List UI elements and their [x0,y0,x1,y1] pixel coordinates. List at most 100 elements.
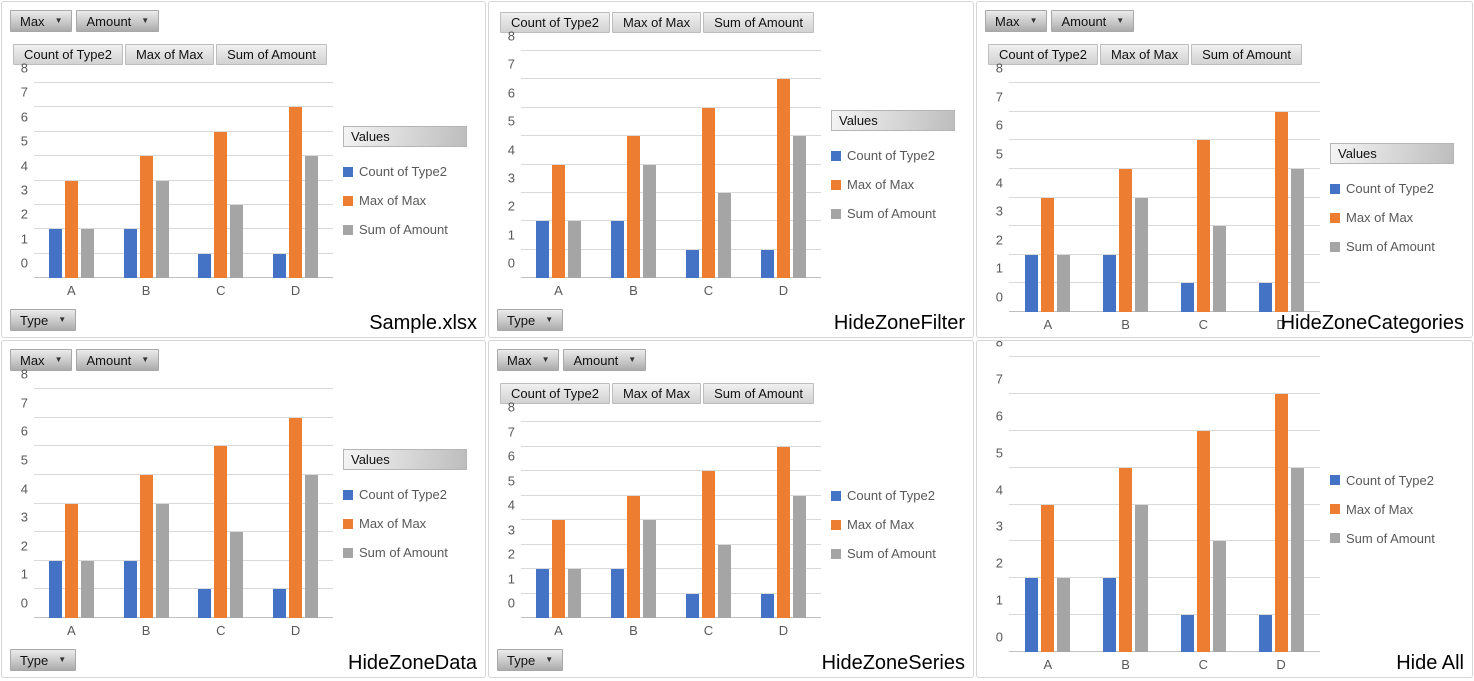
bar-max-of-max-a[interactable] [552,164,565,278]
bar-sum-of-amount-c[interactable] [1212,541,1226,652]
bar-max-of-max-a[interactable] [1041,197,1055,312]
bar-sum-of-amount-b[interactable] [643,164,656,278]
bar-count-of-type2-d[interactable] [1258,283,1272,312]
bar-sum-of-amount-c[interactable] [718,544,731,618]
bar-max-of-max-d[interactable] [777,79,790,278]
bar-sum-of-amount-a[interactable] [80,560,94,618]
bar-max-of-max-d[interactable] [289,107,303,278]
field-button-max-of-max[interactable]: Max of Max [124,44,215,65]
bar-count-of-type2-b[interactable] [611,221,624,278]
bar-max-of-max-a[interactable] [64,503,78,618]
filter-button-amount[interactable]: Amount ▼ [76,349,160,371]
bar-max-of-max-c[interactable] [1196,430,1210,652]
bar-sum-of-amount-b[interactable] [155,503,169,618]
filter-button-max[interactable]: Max ▼ [497,349,560,371]
field-button-count-of-type2[interactable]: Count of Type2 [500,383,610,404]
bar-count-of-type2-a[interactable] [48,229,62,278]
values-field-button[interactable]: Values [343,126,467,147]
bar-sum-of-amount-d[interactable] [1290,168,1304,312]
bar-sum-of-amount-d[interactable] [305,474,319,618]
filter-button-amount[interactable]: Amount ▼ [1051,10,1135,32]
values-field-button[interactable]: Values [343,449,467,470]
bar-count-of-type2-c[interactable] [686,249,699,278]
bar-count-of-type2-b[interactable] [123,560,137,618]
bar-count-of-type2-a[interactable] [536,221,549,278]
bar-count-of-type2-b[interactable] [1103,578,1117,652]
bar-count-of-type2-a[interactable] [536,569,549,618]
bar-sum-of-amount-b[interactable] [155,180,169,278]
bar-sum-of-amount-a[interactable] [80,229,94,278]
bar-count-of-type2-d[interactable] [1258,615,1272,652]
bar-max-of-max-a[interactable] [64,180,78,278]
field-button-max-of-max[interactable]: Max of Max [611,383,702,404]
axis-field-button-type[interactable]: Type ▼ [10,649,77,671]
bar-sum-of-amount-c[interactable] [1212,226,1226,312]
bar-count-of-type2-d[interactable] [273,253,287,278]
bar-sum-of-amount-d[interactable] [793,136,806,278]
field-button-sum-of-amount[interactable]: Sum of Amount [1191,44,1303,65]
bar-max-of-max-d[interactable] [289,417,303,618]
bar-sum-of-amount-c[interactable] [230,532,244,618]
bar-max-of-max-b[interactable] [1119,467,1133,652]
bar-count-of-type2-c[interactable] [198,253,212,278]
bar-sum-of-amount-b[interactable] [643,520,656,618]
bar-max-of-max-d[interactable] [1274,393,1288,652]
bar-count-of-type2-d[interactable] [761,249,774,278]
field-button-sum-of-amount[interactable]: Sum of Amount [703,12,815,33]
field-button-max-of-max[interactable]: Max of Max [611,12,702,33]
bar-max-of-max-c[interactable] [214,446,228,618]
bar-max-of-max-d[interactable] [1274,111,1288,312]
bar-count-of-type2-a[interactable] [48,560,62,618]
bar-max-of-max-c[interactable] [214,131,228,278]
values-field-button[interactable]: Values [831,110,955,131]
bar-max-of-max-a[interactable] [1041,504,1055,652]
bar-count-of-type2-a[interactable] [1025,578,1039,652]
filter-button-max[interactable]: Max ▼ [10,10,73,32]
bar-sum-of-amount-a[interactable] [568,221,581,278]
bar-count-of-type2-c[interactable] [1180,283,1194,312]
bar-max-of-max-c[interactable] [702,471,715,618]
bar-sum-of-amount-c[interactable] [230,204,244,278]
field-button-sum-of-amount[interactable]: Sum of Amount [703,383,815,404]
bar-max-of-max-d[interactable] [777,446,790,618]
bar-sum-of-amount-d[interactable] [793,495,806,618]
bar-sum-of-amount-a[interactable] [568,569,581,618]
bar-max-of-max-b[interactable] [627,136,640,278]
bar-sum-of-amount-d[interactable] [1290,467,1304,652]
bar-sum-of-amount-a[interactable] [1057,254,1071,312]
bar-count-of-type2-c[interactable] [198,589,212,618]
filter-button-amount[interactable]: Amount ▼ [76,10,160,32]
bar-max-of-max-b[interactable] [139,474,153,618]
bar-max-of-max-b[interactable] [139,156,153,278]
bar-sum-of-amount-b[interactable] [1135,197,1149,312]
bar-max-of-max-b[interactable] [627,495,640,618]
filter-button-max[interactable]: Max ▼ [985,10,1048,32]
bar-count-of-type2-c[interactable] [1180,615,1194,652]
bar-sum-of-amount-a[interactable] [1057,578,1071,652]
axis-field-button-type[interactable]: Type ▼ [497,649,564,671]
field-button-count-of-type2[interactable]: Count of Type2 [500,12,610,33]
bar-sum-of-amount-b[interactable] [1135,504,1149,652]
bar-count-of-type2-c[interactable] [686,593,699,618]
bar-count-of-type2-b[interactable] [123,229,137,278]
bar-max-of-max-b[interactable] [1119,168,1133,312]
filter-button-max[interactable]: Max ▼ [10,349,73,371]
axis-field-button-type[interactable]: Type ▼ [10,309,77,331]
bar-max-of-max-c[interactable] [702,107,715,278]
values-field-button[interactable]: Values [1330,143,1454,164]
bar-sum-of-amount-c[interactable] [718,192,731,278]
field-button-count-of-type2[interactable]: Count of Type2 [13,44,123,65]
bar-max-of-max-c[interactable] [1196,140,1210,312]
bar-count-of-type2-d[interactable] [273,589,287,618]
filter-button-amount[interactable]: Amount ▼ [563,349,647,371]
field-button-count-of-type2[interactable]: Count of Type2 [988,44,1098,65]
bar-sum-of-amount-d[interactable] [305,156,319,278]
bar-max-of-max-a[interactable] [552,520,565,618]
field-button-sum-of-amount[interactable]: Sum of Amount [216,44,328,65]
field-button-max-of-max[interactable]: Max of Max [1099,44,1190,65]
bar-count-of-type2-a[interactable] [1025,254,1039,312]
bar-count-of-type2-d[interactable] [761,593,774,618]
bar-count-of-type2-b[interactable] [1103,254,1117,312]
axis-field-button-type[interactable]: Type ▼ [497,309,564,331]
bar-count-of-type2-b[interactable] [611,569,624,618]
